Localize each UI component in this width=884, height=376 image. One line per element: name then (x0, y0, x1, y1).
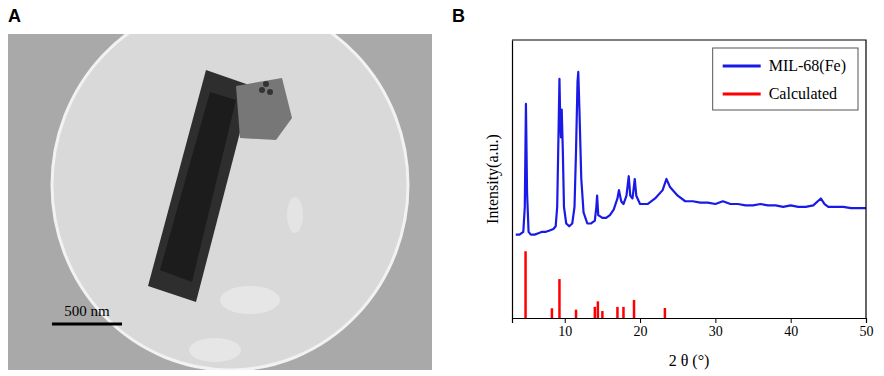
stick-bar (664, 308, 667, 318)
stick-bar (597, 301, 600, 318)
stick-bar (524, 251, 527, 318)
figure: 500 nm A B 10 20 30 40 50 2 θ (°) Intensity(a.u.)… (0, 0, 884, 376)
x-tick-mark (791, 318, 792, 323)
x-tick: 50 (860, 318, 874, 339)
x-tick: 30 (709, 318, 723, 339)
x-tick: 20 (634, 318, 648, 339)
stick-bar (622, 307, 625, 318)
x-tick-label: 30 (709, 324, 723, 339)
x-tick-mark (640, 318, 641, 323)
legend-swatch (723, 93, 761, 96)
stick-bar (633, 300, 636, 318)
x-tick-mark (715, 318, 716, 323)
grid-hole (52, 34, 408, 370)
x-axis-line (513, 319, 867, 324)
legend-box (713, 48, 858, 110)
x-tick: 10 (558, 318, 572, 339)
y-axis-line (512, 41, 513, 319)
x-axis: 10 20 30 40 50 (513, 318, 874, 339)
legend-swatch (723, 65, 761, 68)
x-tick-label: 10 (558, 324, 572, 339)
nanoparticle (267, 89, 273, 95)
film-spot (189, 338, 241, 362)
legend-label: Calculated (769, 85, 837, 102)
nanoparticle (259, 87, 265, 93)
x-tick-mark (866, 318, 867, 323)
x-tick-label: 20 (634, 324, 648, 339)
x-tick-mark (565, 318, 566, 323)
y-axis-title: Intensity(a.u.) (484, 134, 502, 224)
rod-crystal (148, 70, 252, 302)
x-axis-title: 2 θ (°) (669, 352, 710, 370)
stick-bar (558, 279, 561, 318)
x-tick: 40 (784, 318, 798, 339)
stick-bar (594, 307, 597, 318)
film-spot (220, 286, 280, 314)
x-tick-label: 40 (784, 324, 798, 339)
scale-bar-label: 500 nm (64, 303, 110, 319)
y-axis (512, 41, 513, 319)
panel-label: B (452, 6, 465, 26)
stick-bar (575, 310, 578, 318)
scale-bar (52, 323, 122, 326)
legend-label: MIL-68(Fe) (769, 57, 846, 75)
film-spot (287, 197, 303, 233)
panel-label: A (8, 6, 21, 26)
plot-frame (512, 40, 866, 318)
aggregate (236, 78, 292, 140)
x-tick-label: 50 (860, 324, 874, 339)
stick-bar (601, 311, 604, 318)
legend: MIL-68(Fe) Calculated (713, 48, 858, 110)
stick-bar (551, 308, 554, 318)
nanoparticle (263, 81, 269, 87)
rod-core (160, 92, 236, 282)
stick-bar (616, 307, 619, 318)
data-line (516, 72, 866, 235)
tem-image (8, 34, 432, 370)
